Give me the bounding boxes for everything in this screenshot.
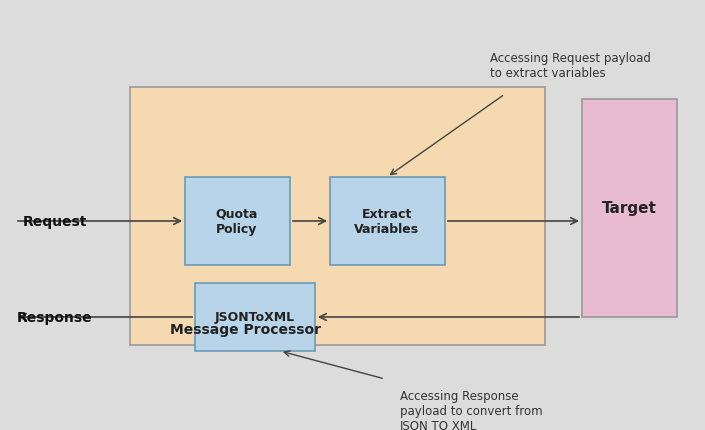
Text: Accessing Request payload
to extract variables: Accessing Request payload to extract var… [490, 52, 651, 80]
Text: Message Processor: Message Processor [169, 322, 321, 336]
Text: Target: Target [601, 201, 656, 216]
FancyBboxPatch shape [185, 178, 290, 265]
Text: Quota
Policy: Quota Policy [216, 208, 258, 236]
FancyBboxPatch shape [582, 100, 677, 317]
Text: JSONToXML: JSONToXML [215, 311, 295, 324]
Text: Request: Request [23, 215, 87, 228]
Text: Extract
Variables: Extract Variables [355, 208, 419, 236]
FancyBboxPatch shape [195, 283, 315, 351]
FancyBboxPatch shape [130, 88, 545, 345]
Text: Response: Response [17, 310, 93, 324]
FancyBboxPatch shape [330, 178, 445, 265]
Text: Accessing Response
payload to convert from
JSON TO XML: Accessing Response payload to convert fr… [400, 389, 543, 430]
